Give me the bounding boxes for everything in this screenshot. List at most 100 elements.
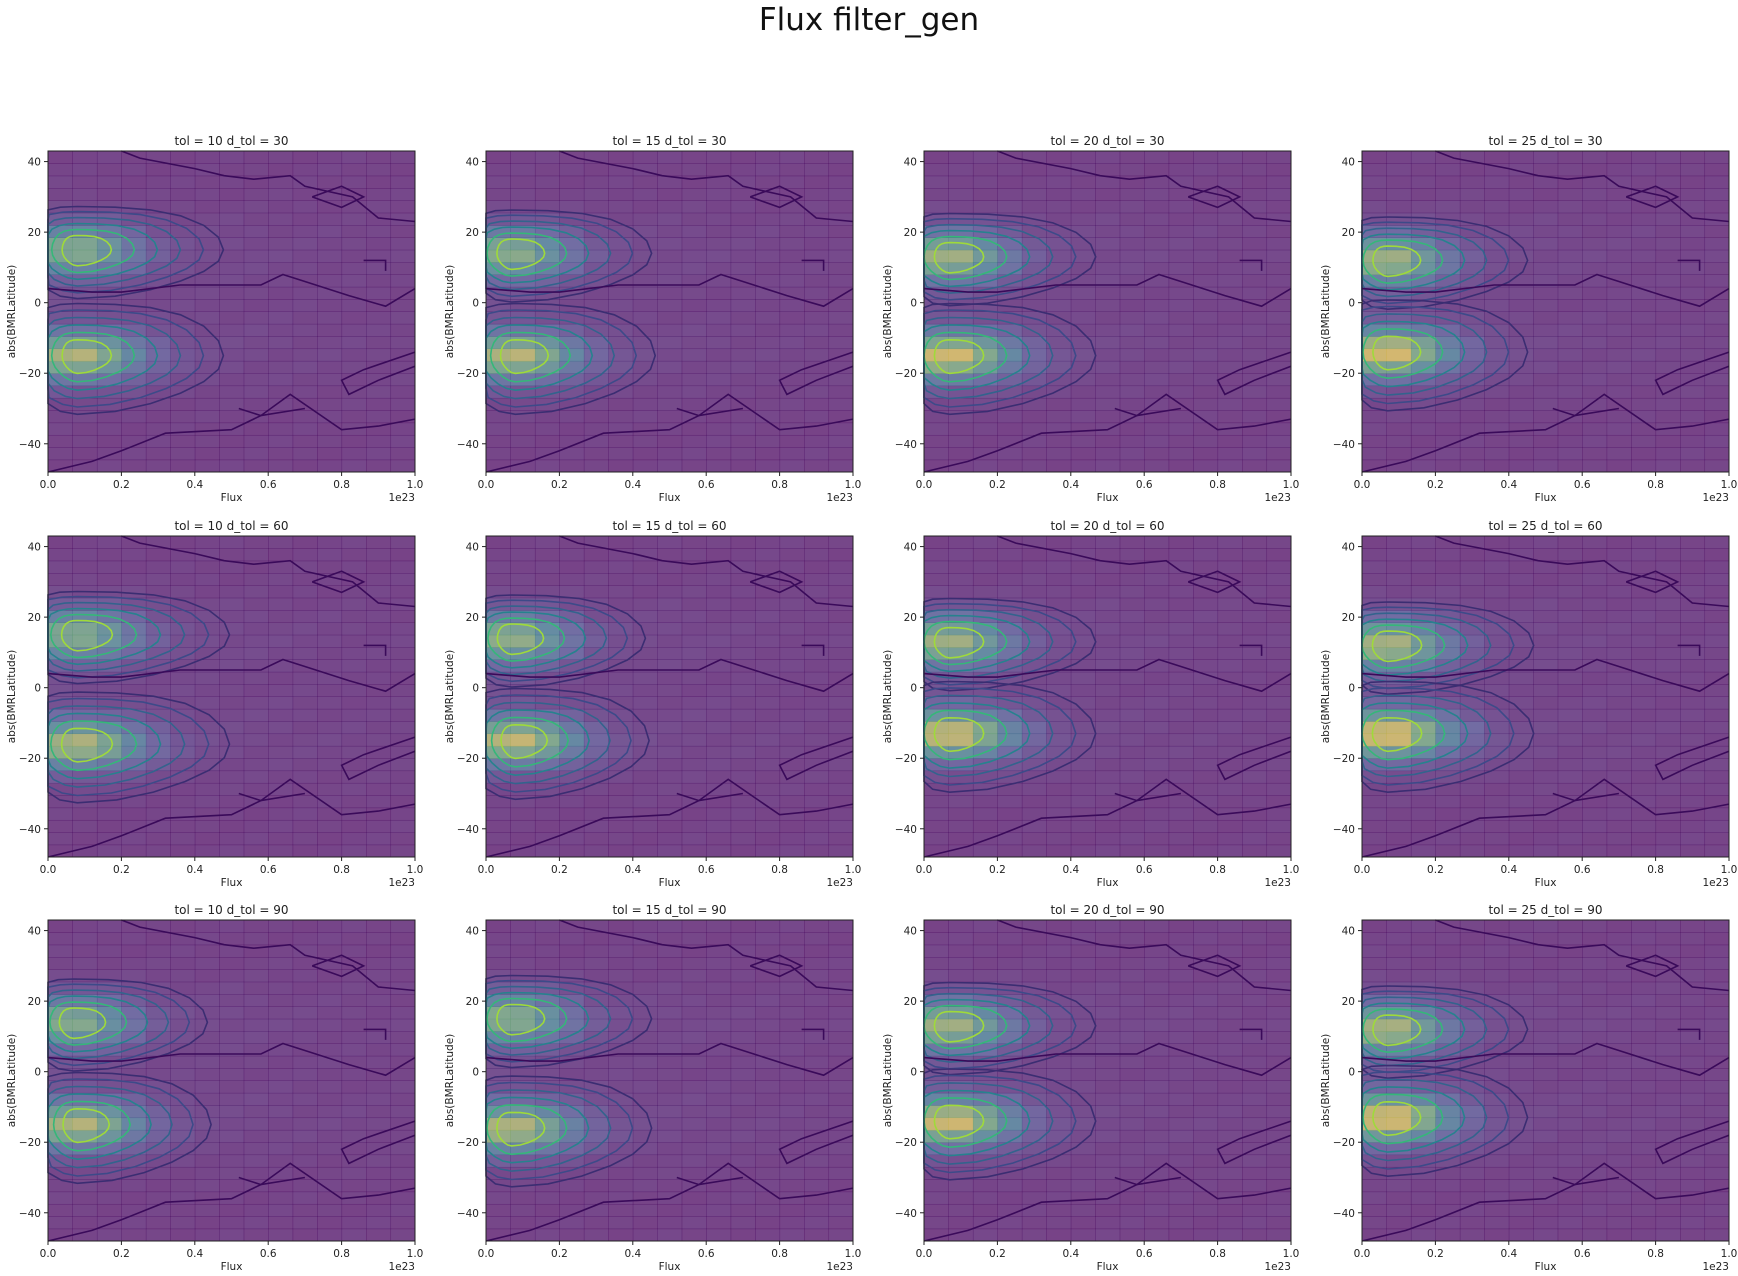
heatmap-cell [1533, 410, 1559, 424]
heatmap-cell [317, 360, 343, 374]
heatmap-cell [1557, 434, 1583, 448]
y-tick-label: 0 [34, 298, 41, 310]
heatmap-cell [924, 262, 949, 275]
contour-south [499, 338, 550, 375]
heatmap-cell [1144, 373, 1170, 387]
heatmap-cell [1070, 151, 1096, 164]
x-tick-label: 0.6 [1136, 864, 1153, 876]
heatmap-cell [96, 175, 122, 189]
heatmap-cell [1508, 225, 1534, 238]
heatmap-cell [779, 311, 805, 325]
y-tick-label: −40 [19, 824, 41, 836]
heatmap-cell [681, 434, 707, 448]
heatmap-cell [1484, 311, 1510, 325]
heatmap-cell [657, 188, 683, 201]
heatmap-cell [730, 225, 756, 238]
subplot-title: tol = 15 d_tol = 30 [612, 134, 726, 148]
heatmap-cell [1070, 212, 1096, 226]
heatmap-cell [730, 348, 756, 362]
heatmap-cell [559, 385, 585, 399]
heatmap-cell [1046, 434, 1072, 448]
heatmap-cell [1508, 286, 1534, 300]
heatmap-cell [1459, 397, 1485, 411]
heatmap-cell [948, 422, 974, 436]
heatmap-cell [608, 299, 634, 312]
heatmap-cell [608, 225, 634, 238]
heatmap-cell [1508, 385, 1534, 399]
heatmap-cell [1533, 262, 1559, 275]
heatmap-cell [170, 434, 196, 448]
heatmap-cell [828, 336, 854, 350]
heatmap-cell [366, 237, 392, 251]
heatmap-cell [804, 188, 830, 201]
heatmap-cell [997, 373, 1023, 387]
x-tick-label: 0.4 [624, 1248, 641, 1260]
heatmap-cell [1168, 410, 1194, 424]
heatmap-cell [317, 163, 343, 177]
heatmap-cell [1144, 237, 1170, 251]
x-tick-label: 0.6 [1574, 479, 1591, 491]
heatmap-cell [706, 286, 732, 300]
y-tick-label: −40 [457, 1208, 479, 1220]
heatmap-cell [1362, 447, 1387, 461]
heatmap-cell [681, 188, 707, 201]
heatmap-cell [1484, 397, 1510, 411]
heatmap-cell [632, 311, 658, 325]
heatmap-cell [268, 286, 294, 300]
heatmap-cell [730, 434, 756, 448]
heatmap-cell [1217, 249, 1243, 263]
heatmap-cell [828, 447, 854, 461]
x-tick-label: 0.6 [1136, 1248, 1153, 1260]
heatmap-cell [1508, 212, 1534, 226]
x-tick-label: 0.6 [1574, 864, 1591, 876]
heatmap-cell [510, 274, 536, 288]
heatmap-cell [268, 348, 294, 362]
heatmap-cell [341, 212, 367, 226]
heatmap-cell [1557, 447, 1583, 461]
heatmap-cells [1362, 151, 1730, 473]
heatmap-cell [1144, 188, 1170, 201]
heatmap-cell [706, 237, 732, 251]
y-tick-label: −40 [19, 1208, 41, 1220]
heatmap-cell [583, 447, 609, 461]
y-axis-label: abs(BMRLatitude) [6, 265, 18, 359]
heatmap-cell [243, 212, 269, 226]
heatmap-cell [828, 151, 854, 164]
heatmap-cell [1095, 151, 1121, 164]
y-tick-label: 20 [904, 227, 917, 239]
heatmap-cell [194, 274, 220, 288]
heatmap-cell [194, 311, 220, 325]
heatmap-cell [72, 151, 98, 164]
heatmap-cell [1193, 323, 1219, 337]
heatmap-cell [1242, 348, 1268, 362]
y-tick-label: 20 [28, 996, 41, 1008]
heatmap-cell [1119, 225, 1145, 238]
heatmap-cell [657, 249, 683, 263]
heatmap-cell [341, 151, 367, 164]
heatmap-cell [730, 323, 756, 337]
heatmap-cell [341, 336, 367, 350]
heatmap-cell [194, 397, 220, 411]
heatmap-cell [1070, 348, 1096, 362]
heatmap-cell [1533, 151, 1559, 164]
heatmap-cell [1266, 323, 1292, 337]
heatmap-cell [657, 360, 683, 374]
heatmap-cell [194, 225, 220, 238]
heatmap-cell [730, 422, 756, 436]
heatmap-cell [390, 249, 416, 263]
heatmap-cell [170, 447, 196, 461]
heatmap-cell [972, 422, 998, 436]
heatmap-cell [1217, 212, 1243, 226]
heatmap-cell [1484, 212, 1510, 226]
heatmap-cell [1095, 286, 1121, 300]
heatmap-cell [1386, 163, 1412, 177]
heatmap-cell [1095, 323, 1121, 337]
heatmap-cell [1362, 422, 1387, 436]
heatmap-cell [534, 311, 560, 325]
heatmap-cell [804, 422, 830, 436]
heatmap-cell [997, 175, 1023, 189]
heatmap-cell [730, 163, 756, 177]
y-tick-label: 40 [904, 926, 917, 938]
heatmap-cell [1459, 422, 1485, 436]
y-tick-label: 40 [1342, 542, 1355, 554]
